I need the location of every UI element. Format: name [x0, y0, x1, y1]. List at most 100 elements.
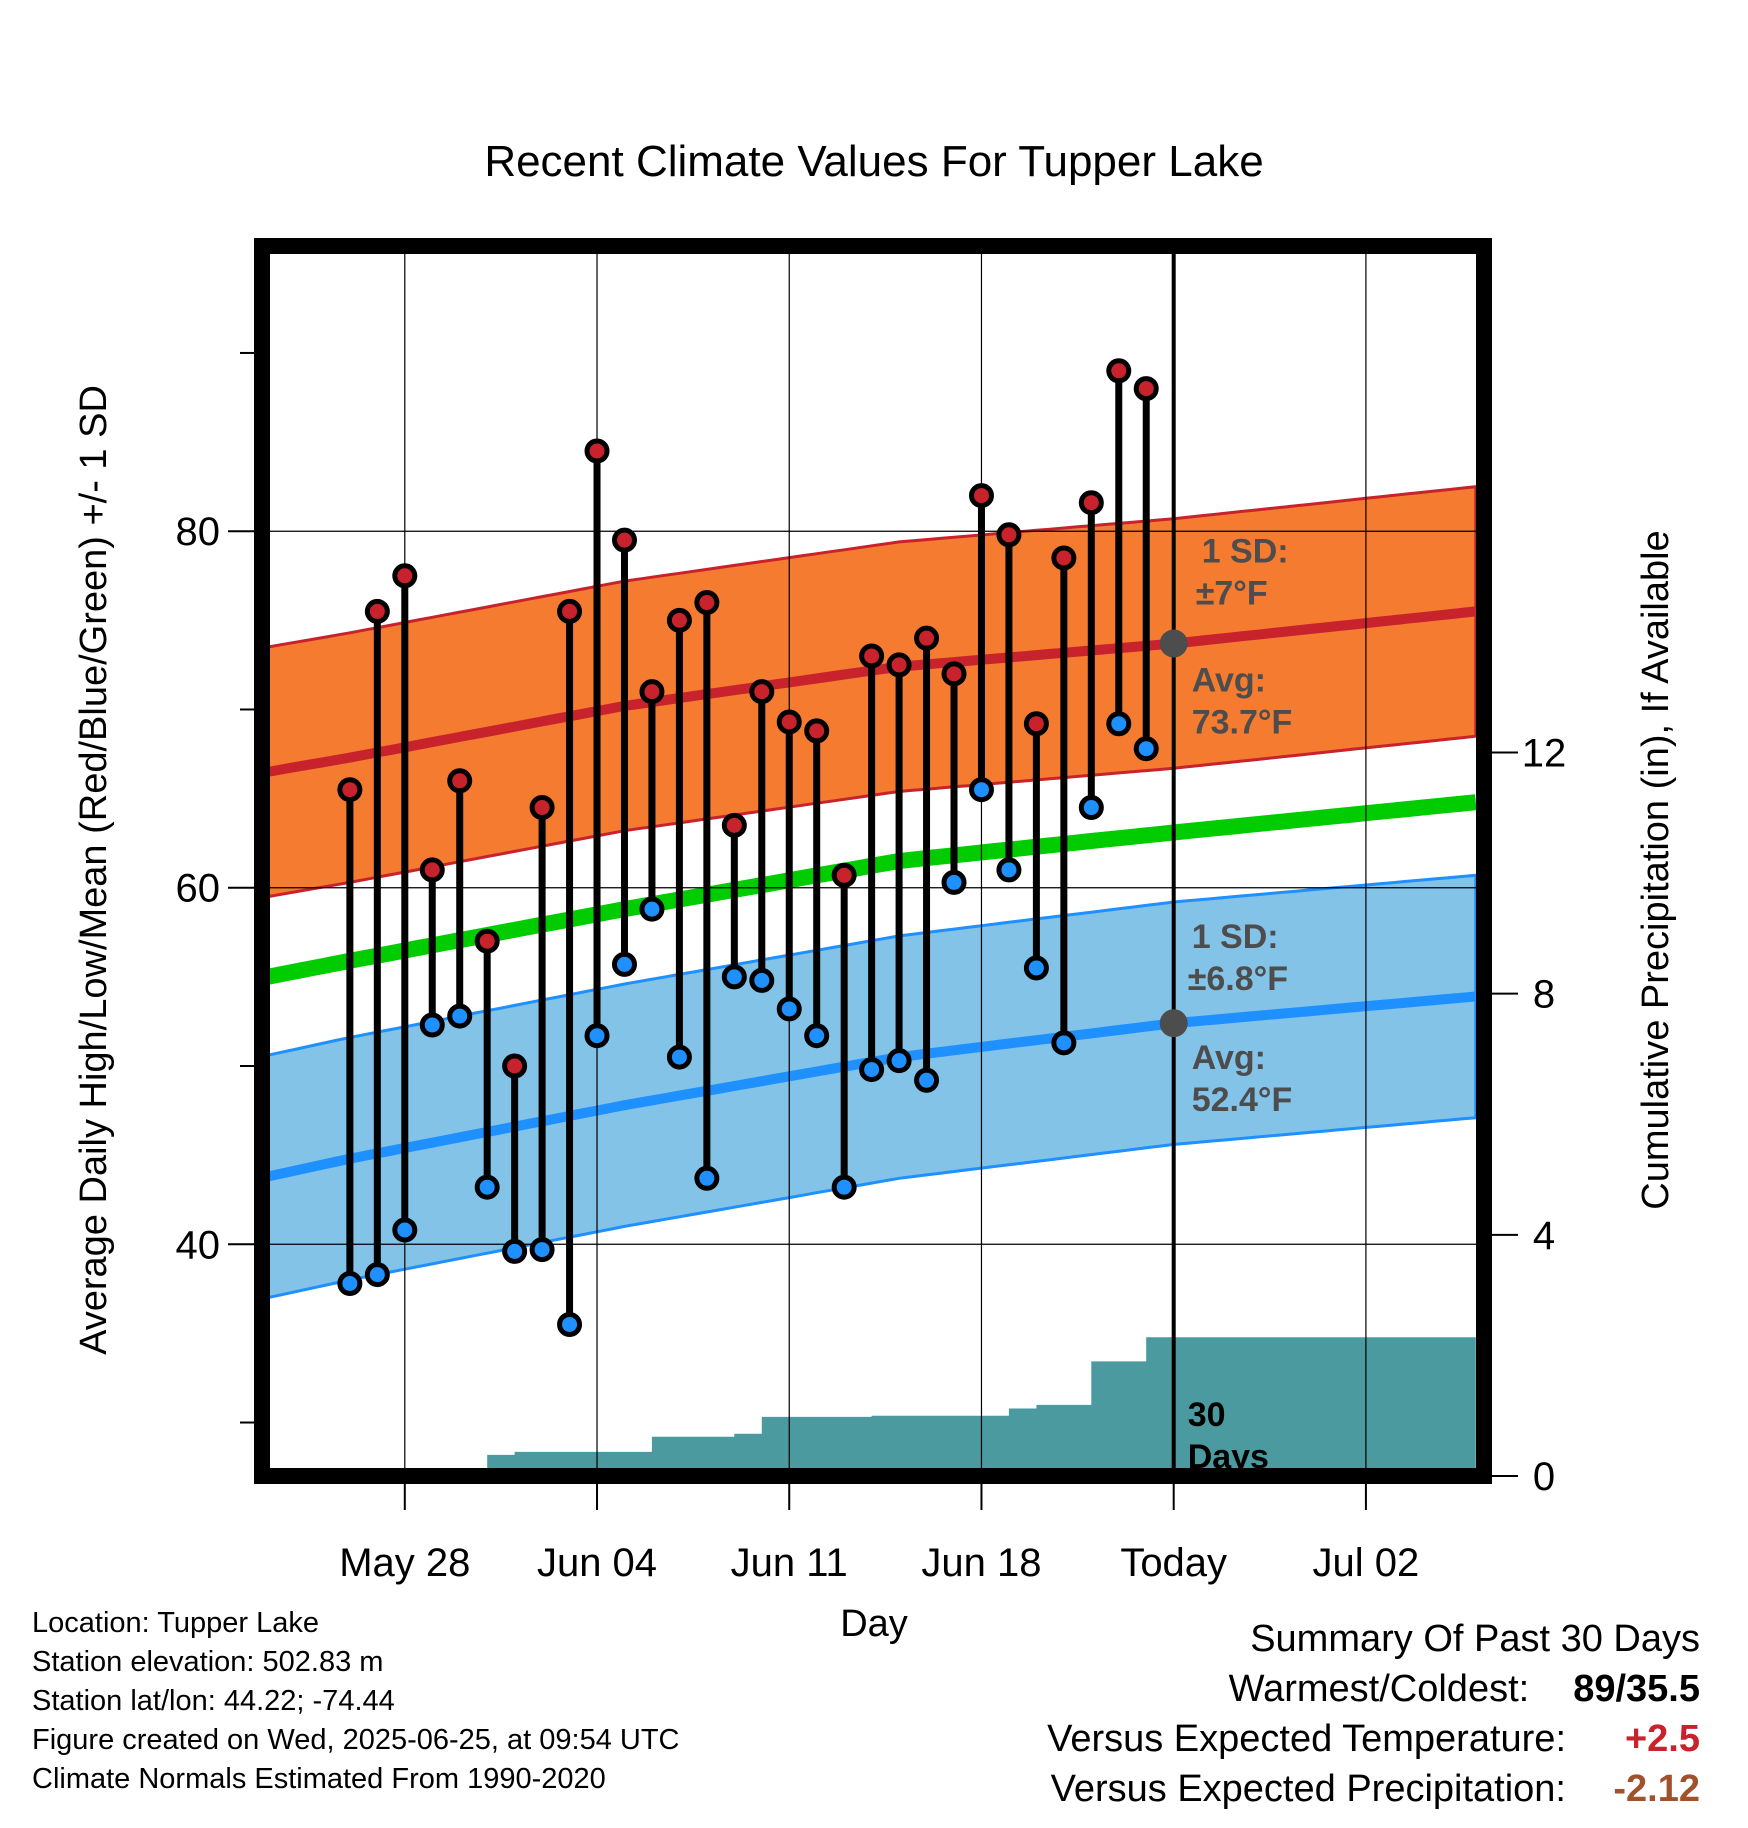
x-tick-label: May 28 [339, 1541, 470, 1585]
daily-high-point [447, 768, 473, 794]
daily-low-point [392, 1217, 418, 1243]
daily-low-point [694, 1165, 720, 1191]
summary-temp-value: +2.5 [1624, 1718, 1700, 1760]
summary-heading: Summary Of Past 30 Days [1250, 1618, 1700, 1660]
footer-location: Location: Tupper Lake [32, 1607, 319, 1639]
x-tick-label: Jun 18 [921, 1541, 1041, 1585]
high-sd-label: 1 SD: [1202, 533, 1289, 571]
high-avg-marker [1159, 629, 1188, 658]
daily-high-point [886, 652, 912, 678]
daily-low-point [666, 1044, 692, 1070]
daily-low-point [639, 896, 665, 922]
daily-low-point [914, 1067, 940, 1093]
daily-low-point [529, 1237, 555, 1263]
daily-low-point [1023, 955, 1049, 981]
daily-low-point [474, 1174, 500, 1200]
daily-low-point [776, 996, 802, 1022]
footer-latlon: Station lat/lon: 44.22; -74.44 [32, 1685, 395, 1717]
daily-high-point [941, 661, 967, 687]
daily-high-point [776, 709, 802, 735]
daily-low-point [831, 1174, 857, 1200]
daily-high-point [337, 777, 363, 803]
daily-high-point [1051, 545, 1077, 571]
daily-low-point [1051, 1030, 1077, 1056]
low-avg-label: Avg: [1192, 1039, 1266, 1077]
plot-frame [254, 238, 1492, 1484]
y2-axis-label: Cumulative Precipitation (in), If Availa… [1635, 530, 1677, 1209]
daily-low-point [1106, 711, 1132, 737]
y2-tick-label: 12 [1522, 731, 1567, 775]
daily-high-point [364, 598, 390, 624]
daily-high-point [996, 522, 1022, 548]
summary-warmest-label: Warmest/Coldest: [1228, 1668, 1530, 1710]
daily-high-point [639, 679, 665, 705]
daily-low-point [1078, 795, 1104, 821]
daily-high-point [968, 483, 994, 509]
summary-temp-label: Versus Expected Temperature: [1047, 1718, 1566, 1760]
footer-elevation: Station elevation: 502.83 m [32, 1646, 384, 1678]
precip-days-number: 30 [1188, 1396, 1226, 1434]
daily-high-point [1106, 358, 1132, 384]
summary-panel: Summary Of Past 30 Days Warmest/Coldest:… [1047, 1614, 1700, 1814]
high-avg-label: Avg: [1192, 662, 1266, 700]
daily-low-point [419, 1012, 445, 1038]
daily-high-point [584, 438, 610, 464]
station-info: Location: Tupper Lake Station elevation:… [32, 1604, 680, 1799]
daily-low-point [337, 1270, 363, 1296]
summary-temp-row: Versus Expected Temperature: +2.5 [1047, 1714, 1700, 1764]
daily-low-point [996, 857, 1022, 883]
low-avg-marker [1159, 1009, 1188, 1038]
daily-high-point [666, 607, 692, 633]
daily-high-point [831, 862, 857, 888]
precip-area [349, 1337, 1476, 1476]
daily-high-point [557, 598, 583, 624]
x-axis-label: Day [840, 1603, 908, 1645]
daily-low-point [804, 1023, 830, 1049]
summary-precip-label: Versus Expected Precipitation: [1050, 1768, 1566, 1810]
chart-title: Recent Climate Values For Tupper Lake [484, 137, 1263, 186]
daily-low-point [859, 1057, 885, 1083]
high-sd-value: ±7°F [1196, 575, 1268, 613]
summary-precip-value: -2.12 [1613, 1768, 1700, 1810]
daily-high-point [914, 625, 940, 651]
daily-high-point [859, 643, 885, 669]
x-tick-label: Jun 11 [731, 1541, 848, 1585]
x-tick-label: Jun 04 [537, 1541, 657, 1585]
daily-high-point [804, 718, 830, 744]
daily-low-point [557, 1311, 583, 1337]
daily-low-point [364, 1262, 390, 1288]
y2-tick-label: 4 [1533, 1214, 1555, 1258]
y-axis-label: Average Daily High/Low/Mean (Red/Blue/Gr… [73, 385, 115, 1355]
daily-high-point [694, 590, 720, 616]
daily-high-point [419, 857, 445, 883]
daily-low-point [611, 951, 637, 977]
low-avg-value: 52.4°F [1192, 1081, 1293, 1119]
footer-normals: Climate Normals Estimated From 1990-2020 [32, 1763, 606, 1795]
daily-low-point [886, 1048, 912, 1074]
footer-created: Figure created on Wed, 2025-06-25, at 09… [32, 1724, 680, 1756]
daily-high-point [721, 812, 747, 838]
daily-low-point [447, 1003, 473, 1029]
daily-high-point [474, 928, 500, 954]
x-tick-label: Today [1120, 1541, 1227, 1585]
y-tick-label: 80 [176, 510, 221, 554]
plot-area [262, 246, 1484, 1476]
x-tick-label: Jul 02 [1313, 1541, 1420, 1585]
daily-low-point [502, 1238, 528, 1264]
low-sd-label: 1 SD: [1192, 918, 1279, 956]
daily-low-point [1133, 736, 1159, 762]
summary-warmest-value: 89/35.5 [1573, 1668, 1700, 1710]
summary-warmest-row: Warmest/Coldest: 89/35.5 [1047, 1664, 1700, 1714]
daily-low-point [941, 869, 967, 895]
low-sd-value: ±6.8°F [1188, 960, 1288, 998]
high-avg-value: 73.7°F [1192, 704, 1293, 742]
daily-low-point [584, 1023, 610, 1049]
summary-precip-row: Versus Expected Precipitation: -2.12 [1047, 1764, 1700, 1814]
daily-low-point [968, 777, 994, 803]
daily-low-point [749, 967, 775, 993]
daily-low-point [721, 964, 747, 990]
y-tick-label: 60 [176, 867, 221, 911]
daily-high-point [392, 563, 418, 589]
daily-high-point [502, 1053, 528, 1079]
